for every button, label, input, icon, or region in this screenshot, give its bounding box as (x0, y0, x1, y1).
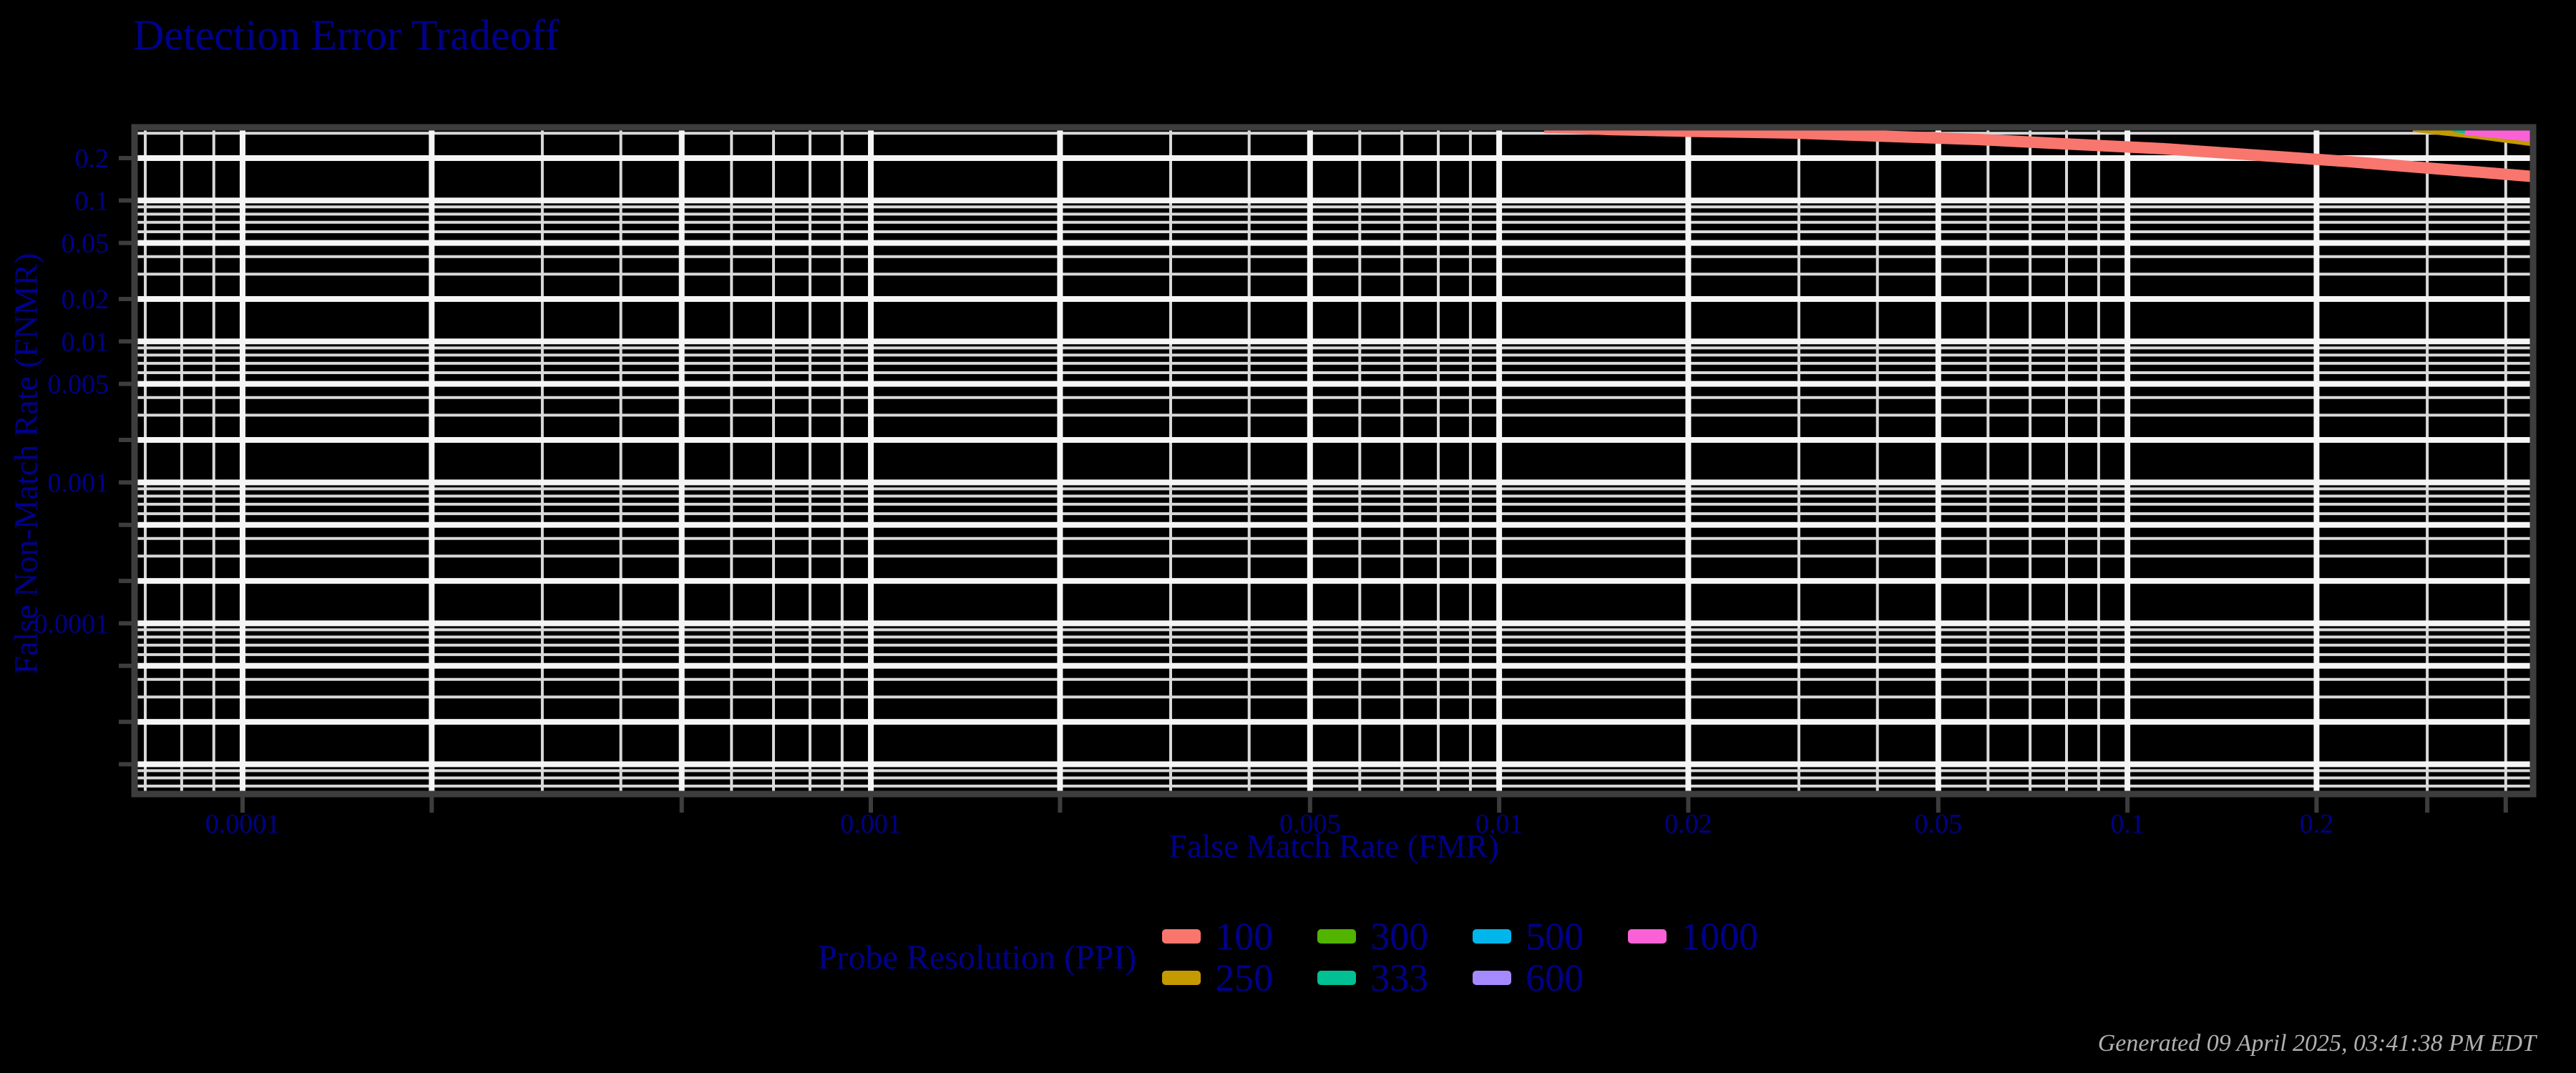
chart-title: Detection Error Tradeoff (133, 11, 560, 59)
x-tick-label: 0.05 (1915, 809, 1963, 839)
x-tick-label: 0.1 (2110, 809, 2145, 839)
y-tick-label: 0.01 (62, 327, 109, 357)
legend-label-300: 300 (1370, 915, 1429, 958)
x-tick-label: 0.2 (2300, 809, 2334, 839)
y-tick-label: 0.1 (75, 186, 109, 216)
legend: Probe Resolution (PPI) 100 250 300 333 5… (0, 916, 2576, 999)
legend-item-100: 100 (1162, 917, 1273, 956)
x-tick-label: 0.0001 (205, 809, 280, 839)
legend-swatch-250 (1162, 971, 1201, 985)
legend-label-1000: 1000 (1681, 915, 1759, 958)
x-tick-label: 0.01 (1475, 809, 1523, 839)
legend-label-100: 100 (1215, 915, 1274, 958)
y-tick-label: 0.02 (62, 285, 109, 315)
legend-item-333: 333 (1317, 959, 1428, 997)
y-axis-title: False Non-Match Rate (FNMR) (7, 253, 44, 675)
legend-label-600: 600 (1526, 956, 1584, 999)
y-tick-label: 0.0001 (34, 609, 109, 639)
legend-swatch-500 (1473, 929, 1512, 944)
legend-item-250: 250 (1162, 959, 1273, 997)
legend-swatch-300 (1317, 929, 1357, 944)
x-tick-label: 0.02 (1664, 809, 1712, 839)
legend-swatch-333 (1317, 971, 1357, 985)
legend-item-500: 500 (1473, 917, 1584, 956)
y-tick-label: 0.001 (48, 468, 109, 498)
legend-label-333: 333 (1370, 956, 1429, 999)
y-tick-label: 0.2 (75, 144, 109, 174)
legend-swatch-100 (1162, 929, 1201, 944)
legend-swatch-1000 (1628, 929, 1667, 944)
y-tick-label: 0.05 (62, 229, 109, 259)
legend-items: 100 250 300 333 500 600 1000 (1162, 916, 1758, 999)
x-axis-title: False Match Rate (FMR) (1169, 828, 1499, 864)
legend-item-600: 600 (1473, 959, 1584, 997)
legend-swatch-600 (1473, 971, 1512, 985)
legend-item-1000: 1000 (1628, 917, 1758, 956)
legend-label-250: 250 (1215, 956, 1274, 999)
generated-timestamp: Generated 09 April 2025, 03:41:38 PM EDT (2097, 1030, 2536, 1057)
legend-title: Probe Resolution (PPI) (817, 938, 1137, 976)
plot-frame (131, 124, 2537, 798)
x-tick-label: 0.001 (840, 809, 902, 839)
x-tick-label: 0.005 (1279, 809, 1341, 839)
legend-label-500: 500 (1526, 915, 1584, 958)
y-tick-label: 0.005 (48, 370, 109, 400)
legend-item-300: 300 (1317, 917, 1428, 956)
